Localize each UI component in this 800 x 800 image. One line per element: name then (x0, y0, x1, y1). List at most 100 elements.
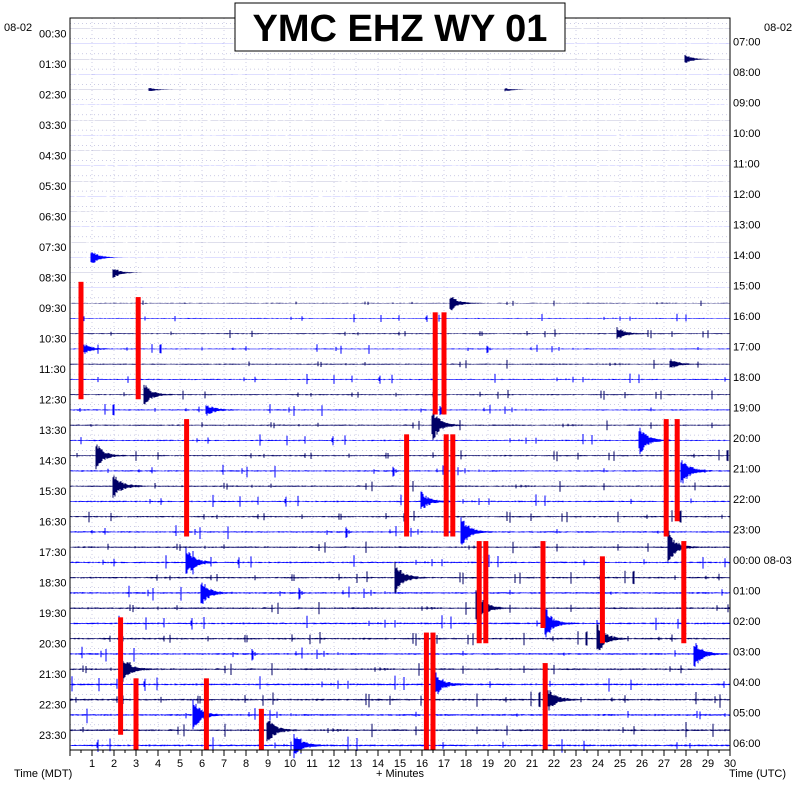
x-tick-label: 11 (306, 758, 317, 770)
clipped-burst (443, 434, 449, 537)
right-time-label: 14:00 (733, 250, 761, 262)
x-axis-label-right: Time (UTC) (729, 768, 786, 780)
x-tick-label: 24 (592, 758, 604, 770)
right-time-label: 03:00 (733, 646, 761, 658)
x-tick-label: 23 (570, 758, 582, 770)
left-time-label: 03:30 (39, 120, 67, 132)
right-time-label: 08:00 (733, 67, 761, 79)
right-time-label: 06:00 (733, 738, 761, 750)
left-time-label: 00:30 (39, 28, 67, 40)
left-time-label: 05:30 (39, 181, 67, 193)
x-tick-label: 26 (636, 758, 648, 770)
x-tick-label: 2 (111, 758, 117, 770)
right-time-label: 04:00 (733, 677, 761, 689)
clipped-burst (258, 708, 264, 750)
x-tick-label: 29 (702, 758, 714, 770)
x-tick-label: 4 (155, 758, 161, 770)
right-time-label: 21:00 (733, 463, 761, 475)
clipped-burst (78, 281, 84, 400)
clipped-burst (542, 663, 548, 750)
x-tick-label: 1 (89, 758, 95, 770)
left-time-label: 19:30 (39, 608, 67, 620)
right-time-label: 05:00 (733, 707, 761, 719)
left-time-label: 12:30 (39, 394, 67, 406)
chart-title: YMC EHZ WY 01 (253, 8, 548, 50)
clipped-burst (674, 419, 680, 522)
x-tick-label: 15 (394, 758, 406, 770)
left-time-label: 13:30 (39, 425, 67, 437)
axis-layer: 1 2 3 4 5 6 7 8 9 10 11 12 13 14 15 16 17 18 19 20 21 22 23 24 2… (39, 28, 792, 770)
x-tick-label: 10 (284, 758, 296, 770)
x-tick-label: 17 (438, 758, 450, 770)
left-time-label: 02:30 (39, 89, 67, 101)
x-tick-label: 28 (680, 758, 692, 770)
right-time-label: 22:00 (733, 494, 761, 506)
x-tick-label: 12 (328, 758, 340, 770)
left-time-label: 18:30 (39, 577, 67, 589)
right-time-label: 18:00 (733, 372, 761, 384)
right-time-label: 23:00 (733, 524, 761, 536)
left-time-label: 20:30 (39, 638, 67, 650)
x-tick-label: 20 (504, 758, 516, 770)
x-tick-label: 8 (243, 758, 249, 770)
right-time-label: 20:00 (733, 433, 761, 445)
x-tick-label: 22 (548, 758, 560, 770)
x-tick-label: 3 (133, 758, 139, 770)
left-time-label: 15:30 (39, 486, 67, 498)
left-time-label: 17:30 (39, 547, 67, 559)
clipped-burst (476, 541, 482, 644)
left-time-label: 23:30 (39, 730, 67, 742)
clipped-burst (663, 419, 669, 537)
left-time-label: 10:30 (39, 333, 67, 345)
left-time-label: 22:30 (39, 699, 67, 711)
left-time-label: 08:30 (39, 272, 67, 284)
clipped-burst (133, 678, 139, 750)
clipped-burst (441, 312, 447, 415)
clipped-burst (450, 434, 456, 537)
x-tick-label: 19 (482, 758, 494, 770)
x-tick-label: 21 (526, 758, 538, 770)
right-time-label: 07:00 (733, 36, 761, 48)
clipped-burst (483, 541, 489, 644)
clipped-burst (203, 678, 209, 750)
left-time-label: 21:30 (39, 669, 67, 681)
clipped-burst (540, 541, 546, 628)
left-time-label: 04:30 (39, 150, 67, 162)
x-tick-label: 18 (460, 758, 472, 770)
clipped-burst (599, 556, 605, 644)
clipped-burst (432, 312, 438, 415)
x-axis-label-left: Time (MDT) (14, 768, 72, 780)
clipped-burst (404, 434, 410, 537)
clipped-burst (681, 541, 687, 644)
clip-layer (78, 281, 687, 750)
clipped-burst (184, 419, 190, 537)
x-tick-label: 27 (658, 758, 670, 770)
right-date-label: 08-02 (764, 22, 792, 34)
x-tick-label: 7 (221, 758, 227, 770)
x-axis-label-center: + Minutes (376, 768, 424, 780)
right-time-label: 00:00 08-03 (733, 555, 792, 567)
x-tick-label: 16 (416, 758, 428, 770)
left-date-label: 08-02 (4, 22, 32, 34)
left-time-label: 06:30 (39, 211, 67, 223)
left-time-label: 14:30 (39, 455, 67, 467)
x-tick-label: 5 (177, 758, 183, 770)
left-time-label: 09:30 (39, 303, 67, 315)
right-time-label: 16:00 (733, 311, 761, 323)
x-tick-label: 25 (614, 758, 626, 770)
left-time-label: 11:30 (39, 364, 66, 376)
right-time-label: 19:00 (733, 402, 761, 414)
x-tick-label: 9 (265, 758, 271, 770)
left-time-label: 07:30 (39, 242, 67, 254)
x-tick-label: 6 (199, 758, 205, 770)
title-box (234, 2, 566, 52)
right-time-label: 17:00 (733, 341, 761, 353)
left-time-label: 16:30 (39, 516, 67, 528)
right-time-label: 15:00 (733, 280, 761, 292)
right-time-label: 01:00 (733, 585, 761, 597)
x-tick-label: 30 (724, 758, 736, 770)
left-time-label: 01:30 (39, 59, 67, 71)
right-time-label: 13:00 (733, 219, 761, 231)
x-tick-label: 13 (350, 758, 362, 770)
